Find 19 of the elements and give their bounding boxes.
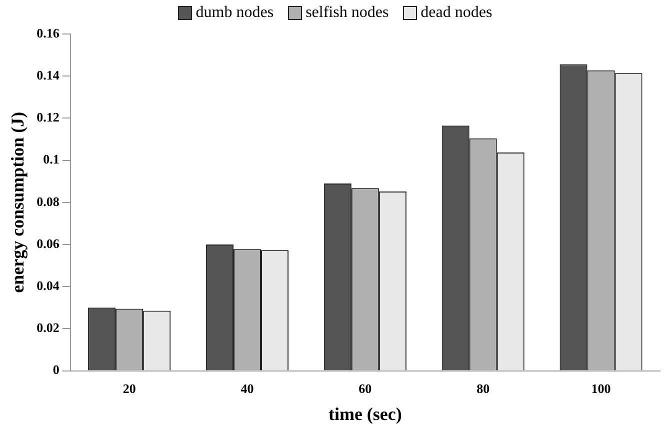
y-tick-label: 0 [52, 362, 60, 378]
y-axis-title: energy consumption (J) [7, 112, 28, 293]
y-tick-label: 0.06 [36, 236, 60, 251]
x-tick-label: 80 [476, 380, 490, 396]
y-tick-label: 0.16 [36, 25, 60, 40]
x-tick-label: 60 [358, 380, 372, 396]
x-tick-label: 20 [122, 380, 136, 396]
legend-label: dumb nodes [196, 4, 274, 22]
y-tick-label: 0.1 [43, 152, 60, 167]
x-tick-label: 40 [240, 380, 254, 396]
x-tick-label: 100 [591, 380, 611, 396]
legend-label: dead nodes [420, 4, 492, 22]
x-axis-title: time (sec) [328, 404, 402, 424]
y-tick-label: 0.04 [36, 278, 60, 293]
legend-label: selfish nodes [306, 4, 389, 22]
y-tick-label: 0.12 [36, 110, 60, 125]
y-tick-label: 0.14 [36, 67, 60, 82]
y-tick-label: 0.08 [36, 194, 60, 209]
y-tick-label: 0.02 [36, 320, 60, 336]
